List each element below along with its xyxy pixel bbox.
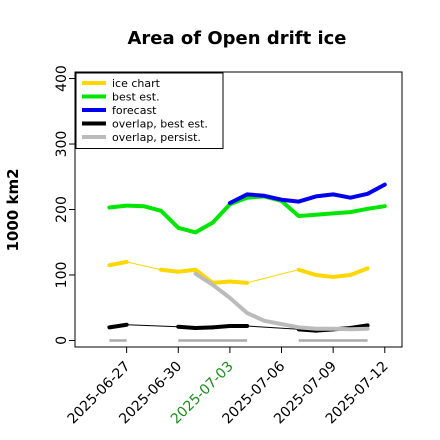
- series-line: [227, 182, 387, 205]
- y-tick-label: 200: [54, 196, 70, 223]
- chart-title: Area of Open drift ice: [127, 28, 346, 49]
- legend-label: forecast: [112, 104, 157, 117]
- series-line: [109, 261, 368, 284]
- legend-label: overlap, best est.: [112, 118, 208, 131]
- series-segment: [331, 272, 353, 279]
- series-segment: [107, 259, 129, 268]
- y-tick-label: 300: [54, 131, 70, 158]
- y-axis-label: 1000 km2: [4, 168, 22, 251]
- series-segment: [227, 279, 250, 285]
- series-segment: [210, 324, 232, 330]
- legend-label: best est.: [112, 91, 160, 104]
- series-line: [193, 271, 370, 332]
- y-tick-label: 0: [54, 336, 70, 345]
- series-segment: [296, 267, 318, 277]
- series-segment: [313, 272, 336, 279]
- series-segment: [176, 324, 198, 331]
- series-segment: [107, 322, 129, 330]
- y-tick-label: 100: [54, 262, 70, 289]
- series-segment: [348, 266, 370, 277]
- plot-area: 01002003004002025-06-272025-06-302025-07…: [54, 65, 403, 427]
- series-segment: [193, 325, 215, 331]
- y-tick-label: 400: [54, 65, 70, 92]
- series-segment: [159, 267, 181, 274]
- series-segment: [176, 267, 198, 274]
- legend-label: overlap, persist.: [112, 131, 201, 144]
- series-segment: [210, 279, 232, 285]
- legend-label: ice chart: [112, 77, 161, 90]
- series-line: [107, 194, 387, 235]
